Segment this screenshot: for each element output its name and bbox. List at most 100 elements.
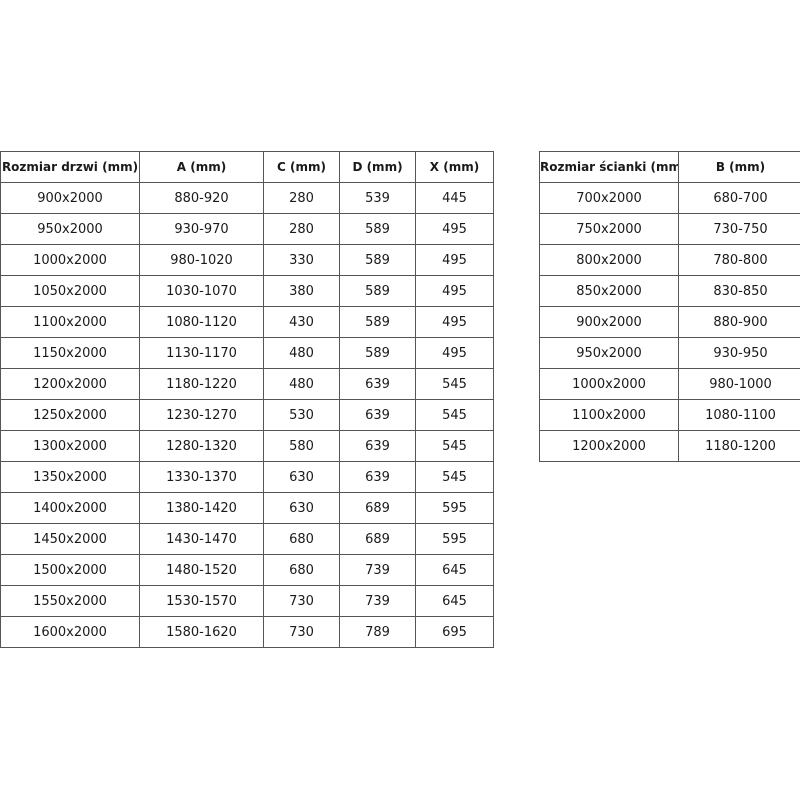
table-cell: 480 bbox=[263, 368, 340, 400]
table-cell: 689 bbox=[339, 523, 416, 555]
table-row: 1000x2000 980-1000 bbox=[539, 368, 800, 400]
table-cell: 1000x2000 bbox=[539, 368, 679, 400]
table-cell: 589 bbox=[339, 306, 416, 338]
table-cell: 880-920 bbox=[139, 182, 264, 214]
table-cell: 1380-1420 bbox=[139, 492, 264, 524]
table-cell: 850x2000 bbox=[539, 275, 679, 307]
table-cell: 495 bbox=[415, 337, 494, 369]
table-row: 1400x2000 1380-1420 630 689 595 bbox=[0, 492, 494, 524]
table-row: 1350x2000 1330-1370 630 639 545 bbox=[0, 461, 494, 493]
table-cell: 900x2000 bbox=[0, 182, 140, 214]
table-cell: 380 bbox=[263, 275, 340, 307]
table-row: 1200x2000 1180-1200 bbox=[539, 430, 800, 462]
table-cell: 545 bbox=[415, 430, 494, 462]
table-row: 900x2000 880-900 bbox=[539, 306, 800, 338]
table-cell: 445 bbox=[415, 182, 494, 214]
table-cell: 1000x2000 bbox=[0, 244, 140, 276]
table-cell: 480 bbox=[263, 337, 340, 369]
table-row: 1200x2000 1180-1220 480 639 545 bbox=[0, 368, 494, 400]
table-row: 700x2000 680-700 bbox=[539, 182, 800, 214]
table-cell: 1480-1520 bbox=[139, 554, 264, 586]
table-cell: 695 bbox=[415, 616, 494, 648]
table-cell: 680-700 bbox=[678, 182, 800, 214]
table-cell: 789 bbox=[339, 616, 416, 648]
table-cell: 595 bbox=[415, 492, 494, 524]
table-cell: 930-950 bbox=[678, 337, 800, 369]
table-cell: 1580-1620 bbox=[139, 616, 264, 648]
table-cell: 830-850 bbox=[678, 275, 800, 307]
column-header: Rozmiar ścianki (mm) bbox=[539, 151, 679, 183]
table-cell: 545 bbox=[415, 399, 494, 431]
table-cell: 1550x2000 bbox=[0, 585, 140, 617]
table-cell: 730-750 bbox=[678, 213, 800, 245]
table-cell: 680 bbox=[263, 523, 340, 555]
column-header: X (mm) bbox=[415, 151, 494, 183]
table-cell: 545 bbox=[415, 368, 494, 400]
table-cell: 1350x2000 bbox=[0, 461, 140, 493]
table-row: 1450x2000 1430-1470 680 689 595 bbox=[0, 523, 494, 555]
table-cell: 1180-1200 bbox=[678, 430, 800, 462]
column-header: A (mm) bbox=[139, 151, 264, 183]
table-cell: 630 bbox=[263, 461, 340, 493]
table-cell: 530 bbox=[263, 399, 340, 431]
table-cell: 1180-1220 bbox=[139, 368, 264, 400]
table-row: 1150x2000 1130-1170 480 589 495 bbox=[0, 337, 494, 369]
table-row: 800x2000 780-800 bbox=[539, 244, 800, 276]
table-cell: 495 bbox=[415, 213, 494, 245]
table-cell: 589 bbox=[339, 244, 416, 276]
table-cell: 1330-1370 bbox=[139, 461, 264, 493]
table-cell: 589 bbox=[339, 213, 416, 245]
table-cell: 1200x2000 bbox=[539, 430, 679, 462]
table-row: 1300x2000 1280-1320 580 639 545 bbox=[0, 430, 494, 462]
table-cell: 645 bbox=[415, 554, 494, 586]
table-row: 850x2000 830-850 bbox=[539, 275, 800, 307]
table-cell: 1100x2000 bbox=[0, 306, 140, 338]
table-cell: 495 bbox=[415, 244, 494, 276]
table-row: 1500x2000 1480-1520 680 739 645 bbox=[0, 554, 494, 586]
table-cell: 280 bbox=[263, 213, 340, 245]
table-cell: 580 bbox=[263, 430, 340, 462]
table-cell: 1050x2000 bbox=[0, 275, 140, 307]
column-header: D (mm) bbox=[339, 151, 416, 183]
table-row: 1000x2000 980-1020 330 589 495 bbox=[0, 244, 494, 276]
table-cell: 1400x2000 bbox=[0, 492, 140, 524]
table-cell: 730 bbox=[263, 616, 340, 648]
column-header: C (mm) bbox=[263, 151, 340, 183]
table-cell: 689 bbox=[339, 492, 416, 524]
header-row: Rozmiar ścianki (mm) B (mm) bbox=[539, 151, 800, 183]
table-row: 1100x2000 1080-1120 430 589 495 bbox=[0, 306, 494, 338]
table-cell: 1130-1170 bbox=[139, 337, 264, 369]
table-row: 1600x2000 1580-1620 730 789 695 bbox=[0, 616, 494, 648]
table-cell: 950x2000 bbox=[0, 213, 140, 245]
column-header: Rozmiar drzwi (mm) bbox=[0, 151, 140, 183]
table-cell: 739 bbox=[339, 554, 416, 586]
table-cell: 589 bbox=[339, 337, 416, 369]
table-cell: 495 bbox=[415, 275, 494, 307]
table-row: 750x2000 730-750 bbox=[539, 213, 800, 245]
table-cell: 1530-1570 bbox=[139, 585, 264, 617]
table-cell: 930-970 bbox=[139, 213, 264, 245]
table-cell: 880-900 bbox=[678, 306, 800, 338]
table-cell: 430 bbox=[263, 306, 340, 338]
table-cell: 1500x2000 bbox=[0, 554, 140, 586]
table-cell: 595 bbox=[415, 523, 494, 555]
table-cell: 495 bbox=[415, 306, 494, 338]
table-cell: 700x2000 bbox=[539, 182, 679, 214]
table-cell: 739 bbox=[339, 585, 416, 617]
table-row: 1550x2000 1530-1570 730 739 645 bbox=[0, 585, 494, 617]
table-cell: 950x2000 bbox=[539, 337, 679, 369]
table-cell: 1300x2000 bbox=[0, 430, 140, 462]
table-cell: 1430-1470 bbox=[139, 523, 264, 555]
table-cell: 1450x2000 bbox=[0, 523, 140, 555]
table-cell: 1200x2000 bbox=[0, 368, 140, 400]
table-cell: 1080-1100 bbox=[678, 399, 800, 431]
table-cell: 639 bbox=[339, 430, 416, 462]
table-cell: 589 bbox=[339, 275, 416, 307]
door-size-table: Rozmiar drzwi (mm) A (mm) C (mm) D (mm) X (m… bbox=[0, 151, 494, 648]
table-cell: 980-1020 bbox=[139, 244, 264, 276]
table-cell: 280 bbox=[263, 182, 340, 214]
table-cell: 1150x2000 bbox=[0, 337, 140, 369]
table-cell: 1600x2000 bbox=[0, 616, 140, 648]
column-header: B (mm) bbox=[678, 151, 800, 183]
table-cell: 1230-1270 bbox=[139, 399, 264, 431]
